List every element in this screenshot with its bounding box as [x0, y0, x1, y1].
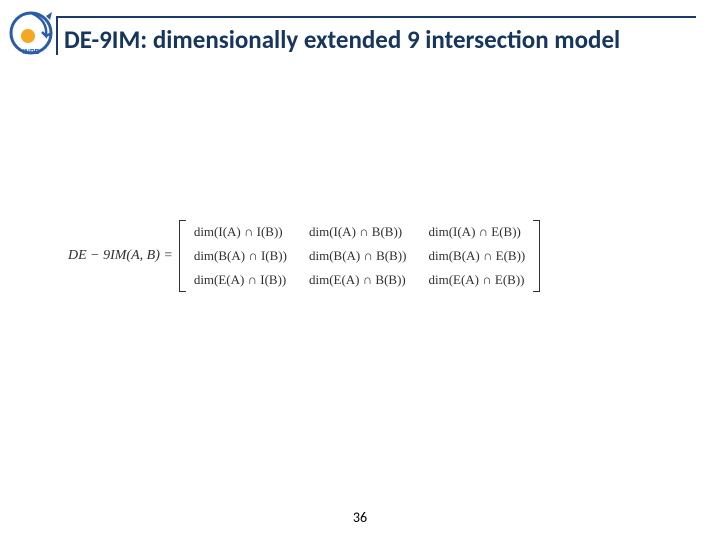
- matrix-cell: dim(B(A) ∩ I(B)): [194, 248, 287, 264]
- matrix-cell: dim(B(A) ∩ B(B)): [309, 248, 407, 264]
- inpe-logo: INPE: [6, 8, 56, 58]
- page-number: 36: [0, 509, 720, 526]
- title-container: DE-9IM: dimensionally extended 9 interse…: [56, 16, 696, 55]
- matrix-cell: dim(E(A) ∩ B(B)): [309, 272, 407, 288]
- matrix-cell: dim(B(A) ∩ E(B)): [428, 248, 525, 264]
- slide-title: DE-9IM: dimensionally extended 9 interse…: [64, 24, 696, 55]
- equation-lhs: DE − 9IM(A, B) =: [68, 248, 173, 264]
- matrix-body: dim(I(A) ∩ I(B)) dim(I(A) ∩ B(B)) dim(I(…: [186, 220, 533, 292]
- matrix-cell: dim(I(A) ∩ E(B)): [428, 224, 525, 240]
- left-bracket: [179, 220, 186, 292]
- matrix-cell: dim(E(A) ∩ E(B)): [428, 272, 525, 288]
- right-bracket: [533, 220, 540, 292]
- matrix: dim(I(A) ∩ I(B)) dim(I(A) ∩ B(B)) dim(I(…: [179, 220, 540, 292]
- matrix-cell: dim(I(A) ∩ B(B)): [309, 224, 407, 240]
- matrix-cell: dim(I(A) ∩ I(B)): [194, 224, 287, 240]
- matrix-cell: dim(E(A) ∩ I(B)): [194, 272, 287, 288]
- equation: DE − 9IM(A, B) = dim(I(A) ∩ I(B)) dim(I(…: [68, 220, 540, 292]
- svg-text:INPE: INPE: [23, 49, 40, 56]
